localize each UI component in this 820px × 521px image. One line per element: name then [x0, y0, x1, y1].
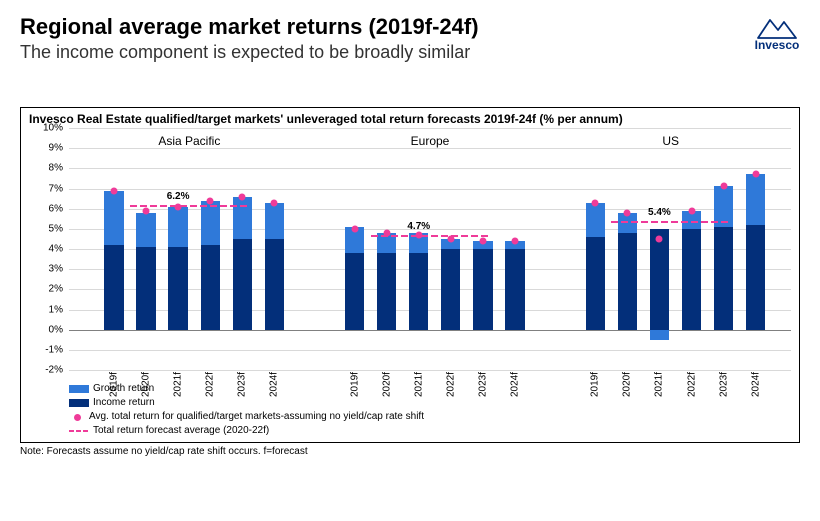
bar-income	[265, 239, 284, 330]
bar-income	[714, 227, 733, 330]
total-marker	[512, 237, 519, 244]
legend: Growth return Income return Avg. total r…	[69, 382, 424, 438]
total-marker	[175, 203, 182, 210]
x-tick: 2020f	[622, 372, 633, 397]
bar-growth	[233, 197, 252, 239]
bar-income	[201, 245, 220, 330]
total-marker	[207, 197, 214, 204]
bar-growth	[201, 201, 220, 245]
total-marker	[447, 235, 454, 242]
header: Regional average market returns (2019f-2…	[20, 14, 800, 63]
bar-income	[473, 249, 492, 330]
total-marker	[656, 235, 663, 242]
mountain-icon	[754, 14, 800, 40]
brand-logo: Invesco	[754, 14, 800, 52]
total-marker	[752, 171, 759, 178]
bar-income	[505, 249, 524, 330]
y-tick: 10%	[29, 123, 63, 134]
bar-income	[233, 239, 252, 330]
total-marker	[688, 207, 695, 214]
bar-growth	[104, 191, 123, 245]
page-title: Regional average market returns (2019f-2…	[20, 14, 479, 40]
page-subtitle: The income component is expected to be b…	[20, 42, 479, 63]
x-tick: 2024f	[750, 372, 761, 397]
y-tick: -1%	[29, 344, 63, 355]
total-marker	[110, 187, 117, 194]
plot-area: -2%-1%0%1%2%3%4%5%6%7%8%9%10% 2019f2020f…	[69, 128, 791, 370]
chart-container: Invesco Real Estate qualified/target mar…	[20, 107, 800, 443]
legend-avg: Total return forecast average (2020-22f)	[69, 424, 424, 437]
total-marker	[415, 231, 422, 238]
bar-growth	[586, 203, 605, 237]
bar-growth	[168, 207, 187, 247]
chart-title: Invesco Real Estate qualified/target mar…	[29, 112, 791, 126]
y-tick: 1%	[29, 304, 63, 315]
y-tick: 7%	[29, 183, 63, 194]
bar-income	[586, 237, 605, 330]
bar-income	[746, 225, 765, 330]
bar-income	[650, 229, 669, 330]
legend-income: Income return	[69, 396, 424, 409]
legend-marker: Avg. total return for qualified/target m…	[69, 410, 424, 423]
y-tick: -2%	[29, 365, 63, 376]
y-tick: 9%	[29, 143, 63, 154]
total-marker	[720, 183, 727, 190]
bar-income	[618, 233, 637, 330]
bar-income	[409, 253, 428, 330]
y-tick: 0%	[29, 324, 63, 335]
avg-line	[611, 221, 707, 223]
y-tick: 8%	[29, 163, 63, 174]
y-tick: 4%	[29, 244, 63, 255]
total-marker	[479, 237, 486, 244]
bar-growth	[650, 330, 669, 340]
bar-growth	[746, 174, 765, 224]
x-tick: 2019f	[590, 372, 601, 397]
x-tick: 2023f	[718, 372, 729, 397]
brand-name: Invesco	[755, 38, 800, 52]
y-tick: 6%	[29, 203, 63, 214]
bar-income	[136, 247, 155, 330]
total-marker	[592, 199, 599, 206]
total-marker	[383, 229, 390, 236]
x-tick: 2024f	[510, 372, 521, 397]
x-tick: 2022f	[686, 372, 697, 397]
total-marker	[239, 193, 246, 200]
y-tick: 2%	[29, 284, 63, 295]
x-tick: 2023f	[477, 372, 488, 397]
legend-growth: Growth return	[69, 382, 424, 395]
bar-income	[104, 245, 123, 330]
bar-income	[345, 253, 364, 330]
bar-growth	[136, 213, 155, 247]
total-marker	[271, 199, 278, 206]
bar-growth	[265, 203, 284, 239]
total-marker	[143, 207, 150, 214]
x-tick: 2022f	[445, 372, 456, 397]
y-tick: 5%	[29, 223, 63, 234]
total-marker	[624, 209, 631, 216]
avg-label: 6.2%	[167, 191, 190, 202]
bar-income	[682, 229, 701, 330]
total-marker	[351, 225, 358, 232]
bar-income	[168, 247, 187, 330]
y-tick: 3%	[29, 264, 63, 275]
footnote: Note: Forecasts assume no yield/cap rate…	[20, 446, 800, 457]
bar-income	[377, 253, 396, 330]
x-tick: 2021f	[654, 372, 665, 397]
bar-income	[441, 249, 460, 330]
avg-label: 5.4%	[648, 207, 671, 218]
